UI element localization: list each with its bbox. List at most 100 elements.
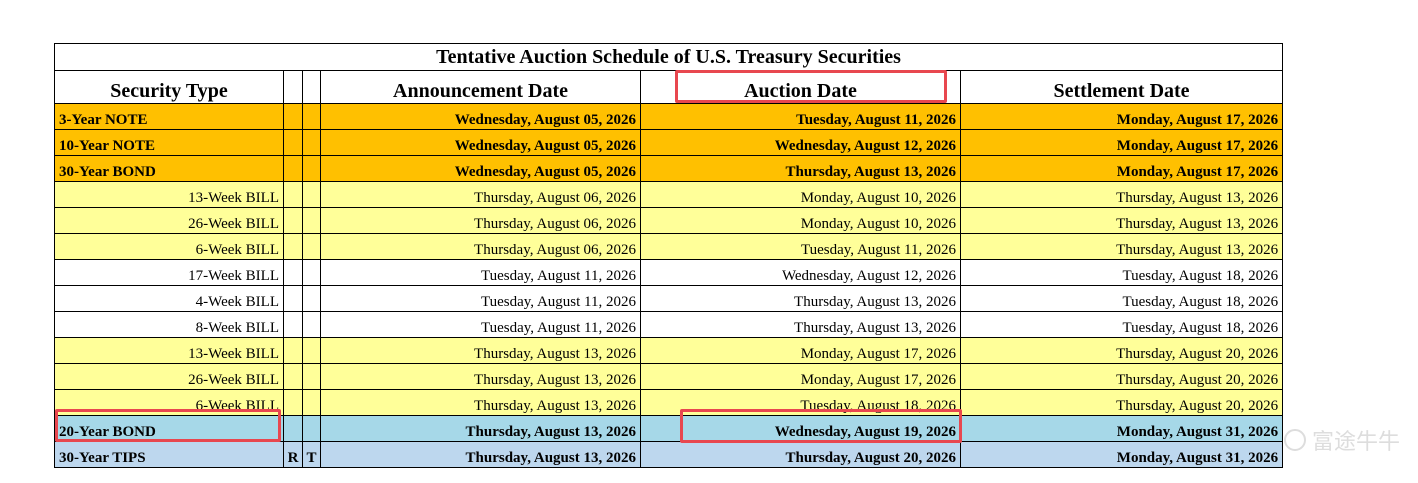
r-flag-cell <box>283 207 303 234</box>
auction-date-cell: Wednesday, August 12, 2026 <box>640 129 961 156</box>
auction-date-cell: Monday, August 17, 2026 <box>640 337 961 364</box>
table-title: Tentative Auction Schedule of U.S. Treas… <box>53 43 1284 71</box>
auction-date-cell: Tuesday, August 11, 2026 <box>640 103 961 130</box>
security-type-cell: 8-Week BILL <box>54 311 284 338</box>
announcement-date-cell: Thursday, August 13, 2026 <box>320 363 641 390</box>
header-security-type: Security Type <box>54 70 284 104</box>
settlement-date-cell: Tuesday, August 18, 2026 <box>959 285 1284 312</box>
auction-date-cell: Monday, August 10, 2026 <box>640 181 961 208</box>
announcement-date-cell: Thursday, August 13, 2026 <box>320 337 641 364</box>
announcement-date-cell: Thursday, August 13, 2026 <box>320 415 641 442</box>
security-type-cell: 6-Week BILL <box>54 233 284 260</box>
auction-date-cell: Monday, August 10, 2026 <box>640 207 961 234</box>
settlement-date-cell: Thursday, August 20, 2026 <box>959 337 1284 364</box>
announcement-date-cell: Tuesday, August 11, 2026 <box>320 311 641 338</box>
table-row: 4-Week BILL Tuesday, August 11, 2026 Thurs… <box>54 285 1284 312</box>
header-settlement-date: Settlement Date <box>959 70 1284 104</box>
settlement-date-cell: Monday, August 31, 2026 <box>959 415 1284 442</box>
announcement-date-cell: Tuesday, August 11, 2026 <box>320 259 641 286</box>
security-type-cell: 4-Week BILL <box>54 285 284 312</box>
auction-date-cell: Thursday, August 13, 2026 <box>640 311 961 338</box>
table-row: 17-Week BILL Tuesday, August 11, 2026 Wedn… <box>54 259 1284 286</box>
table-row: 10-Year NOTE Wednesday, August 05, 2026 We… <box>54 129 1284 156</box>
auction-date-cell: Monday, August 17, 2026 <box>640 363 961 390</box>
table-row: 30-Year TIPS R T Thursday, August 13, 2026 T… <box>54 441 1284 468</box>
table-row: 26-Week BILL Thursday, August 13, 2026 Mon… <box>54 363 1284 390</box>
header-t <box>302 70 321 104</box>
t-flag-cell <box>302 207 321 234</box>
announcement-date-cell: Thursday, August 13, 2026 <box>320 441 641 468</box>
table-row: 6-Week BILL Thursday, August 06, 2026 Tues… <box>54 233 1284 260</box>
r-flag-cell <box>283 389 303 416</box>
security-type-cell: 3-Year NOTE <box>54 103 284 130</box>
t-flag-cell <box>302 181 321 208</box>
announcement-date-cell: Wednesday, August 05, 2026 <box>320 103 641 130</box>
table-row: 8-Week BILL Tuesday, August 11, 2026 Thurs… <box>54 311 1284 338</box>
t-flag-cell <box>302 103 321 130</box>
announcement-date-cell: Wednesday, August 05, 2026 <box>320 129 641 156</box>
watermark-logo-icon <box>1283 429 1306 451</box>
r-flag-cell: R <box>283 441 303 468</box>
announcement-date-cell: Tuesday, August 11, 2026 <box>320 285 641 312</box>
auction-date-cell: Thursday, August 20, 2026 <box>640 441 961 468</box>
announcement-date-cell: Thursday, August 06, 2026 <box>320 207 641 234</box>
table-row: 3-Year NOTE Wednesday, August 05, 2026 Tue… <box>54 103 1284 130</box>
settlement-date-cell: Monday, August 17, 2026 <box>959 155 1284 182</box>
settlement-date-cell: Tuesday, August 18, 2026 <box>959 259 1284 286</box>
table-row: 20-Year BOND Thursday, August 13, 2026 Wed… <box>54 415 1284 442</box>
table-row: 13-Week BILL Thursday, August 06, 2026 Mon… <box>54 181 1284 208</box>
settlement-date-cell: Thursday, August 13, 2026 <box>959 181 1284 208</box>
r-flag-cell <box>283 181 303 208</box>
auction-schedule-table: Tentative Auction Schedule of U.S. Treas… <box>53 43 1284 468</box>
security-type-cell: 17-Week BILL <box>54 259 284 286</box>
settlement-date-cell: Thursday, August 20, 2026 <box>959 389 1284 416</box>
highlight-20-year-bond-security <box>55 409 281 442</box>
t-flag-cell <box>302 389 321 416</box>
security-type-cell: 13-Week BILL <box>54 337 284 364</box>
t-flag-cell <box>302 259 321 286</box>
r-flag-cell <box>283 259 303 286</box>
t-flag-cell: T <box>302 441 321 468</box>
header-r <box>283 70 303 104</box>
t-flag-cell <box>302 415 321 442</box>
settlement-date-cell: Monday, August 31, 2026 <box>959 441 1284 468</box>
r-flag-cell <box>283 129 303 156</box>
security-type-cell: 30-Year TIPS <box>54 441 284 468</box>
table-row: 30-Year BOND Wednesday, August 05, 2026 Th… <box>54 155 1284 182</box>
highlight-20-year-bond-auction-date <box>680 409 962 443</box>
t-flag-cell <box>302 233 321 260</box>
r-flag-cell <box>283 311 303 338</box>
auction-date-cell: Wednesday, August 12, 2026 <box>640 259 961 286</box>
watermark: 富途牛牛 <box>1283 424 1400 456</box>
t-flag-cell <box>302 129 321 156</box>
t-flag-cell <box>302 155 321 182</box>
security-type-cell: 20-Year BOND <box>54 415 284 442</box>
t-flag-cell <box>302 285 321 312</box>
settlement-date-cell: Monday, August 17, 2026 <box>959 103 1284 130</box>
r-flag-cell <box>283 233 303 260</box>
settlement-date-cell: Thursday, August 13, 2026 <box>959 233 1284 260</box>
security-type-cell: 26-Week BILL <box>54 207 284 234</box>
watermark-text: 富途牛牛 <box>1311 430 1400 455</box>
security-type-cell: 26-Week BILL <box>54 363 284 390</box>
settlement-date-cell: Thursday, August 13, 2026 <box>959 207 1284 234</box>
t-flag-cell <box>302 311 321 338</box>
security-type-cell: 30-Year BOND <box>54 155 284 182</box>
settlement-date-cell: Thursday, August 20, 2026 <box>959 363 1284 390</box>
table-row: 13-Week BILL Thursday, August 13, 2026 Mon… <box>54 337 1284 364</box>
t-flag-cell <box>302 363 321 390</box>
settlement-date-cell: Tuesday, August 18, 2026 <box>959 311 1284 338</box>
auction-schedule-sheet: Tentative Auction Schedule of U.S. Treas… <box>53 43 1284 483</box>
header-auction-date: Auction Date <box>640 70 961 104</box>
r-flag-cell <box>283 363 303 390</box>
r-flag-cell <box>283 103 303 130</box>
settlement-date-cell: Monday, August 17, 2026 <box>959 129 1284 156</box>
r-flag-cell <box>283 285 303 312</box>
auction-date-cell: Thursday, August 13, 2026 <box>640 155 961 182</box>
announcement-date-cell: Wednesday, August 05, 2026 <box>320 155 641 182</box>
announcement-date-cell: Thursday, August 13, 2026 <box>320 389 641 416</box>
security-type-cell: 13-Week BILL <box>54 181 284 208</box>
r-flag-cell <box>283 337 303 364</box>
auction-date-cell: Wednesday, August 19, 2026 <box>640 415 961 442</box>
highlight-auction-date-header <box>675 70 947 103</box>
